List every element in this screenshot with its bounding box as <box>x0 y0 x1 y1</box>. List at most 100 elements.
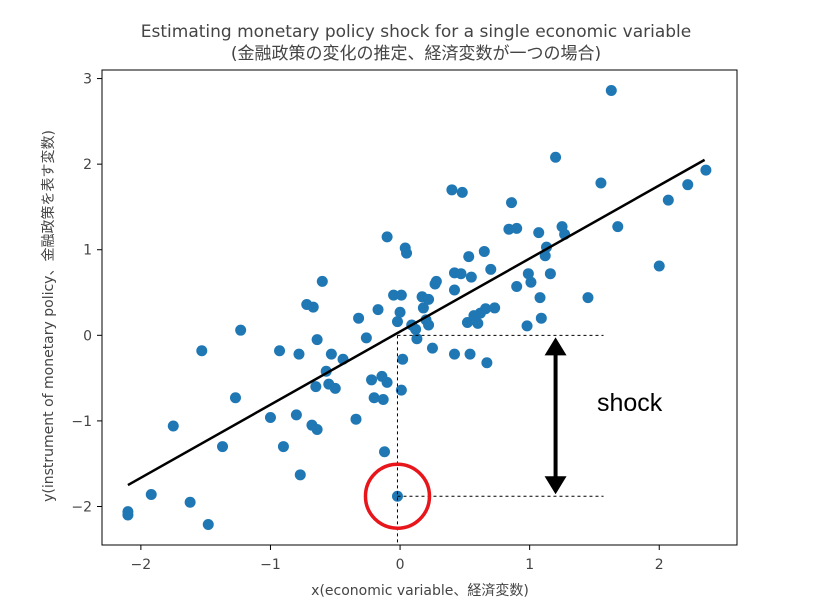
data-point <box>423 319 435 331</box>
data-point <box>448 284 460 296</box>
data-point <box>293 348 305 360</box>
data-point <box>535 312 547 324</box>
data-point <box>294 469 306 481</box>
data-point <box>426 342 438 354</box>
data-point <box>122 506 134 518</box>
data-point <box>167 420 179 432</box>
data-point <box>485 263 497 275</box>
data-point <box>481 357 493 369</box>
data-point <box>595 177 607 189</box>
data-point <box>307 301 319 313</box>
data-point <box>533 227 545 239</box>
data-point <box>525 276 537 288</box>
y-tick-label: −2 <box>71 499 92 515</box>
data-point <box>391 316 403 328</box>
x-tick-label: 0 <box>396 557 405 573</box>
data-point <box>464 348 476 360</box>
data-point <box>377 394 389 406</box>
shock-arrow-head-down <box>544 476 567 495</box>
data-point <box>235 324 247 336</box>
data-point <box>662 194 674 206</box>
data-point <box>368 392 380 404</box>
data-point <box>397 353 409 365</box>
data-point <box>511 222 523 234</box>
data-point <box>353 312 365 324</box>
data-point <box>582 292 594 304</box>
data-point <box>217 441 229 453</box>
data-point <box>310 381 322 393</box>
data-point <box>379 446 391 458</box>
x-tick-label: −1 <box>260 557 281 573</box>
y-tick-label: 3 <box>83 72 92 88</box>
data-point <box>612 221 624 233</box>
data-point <box>480 303 492 315</box>
data-point <box>461 316 473 328</box>
data-point <box>381 231 393 243</box>
x-tick-label: −2 <box>131 557 152 573</box>
x-axis-label: x(economic variable、経済変数) <box>311 582 529 599</box>
axes-frame <box>101 69 738 546</box>
y-tick-label: 1 <box>83 243 92 259</box>
data-point <box>360 332 372 344</box>
data-point <box>290 409 302 421</box>
data-point <box>401 247 413 259</box>
data-point <box>394 306 406 318</box>
data-point <box>605 85 617 97</box>
data-point <box>534 292 546 304</box>
data-point <box>311 334 323 346</box>
data-point <box>372 304 384 316</box>
axis-ticks: −2 −1 0 1 2 −2 −1 0 1 2 3 <box>71 72 663 573</box>
shock-annotation <box>363 334 604 545</box>
data-point <box>446 184 458 196</box>
data-point <box>448 348 460 360</box>
regression-line <box>127 158 706 487</box>
data-point <box>411 333 423 345</box>
data-point <box>417 302 429 314</box>
data-point <box>423 293 435 305</box>
data-point <box>653 260 665 272</box>
data-point <box>311 423 323 435</box>
data-point <box>325 348 337 360</box>
data-point <box>700 164 712 176</box>
data-point <box>506 197 518 209</box>
data-point <box>463 251 475 263</box>
data-point <box>395 289 407 301</box>
data-point <box>264 411 276 423</box>
data-point <box>196 345 208 357</box>
data-point <box>456 186 468 198</box>
data-point <box>184 496 196 508</box>
shock-label: shock <box>597 389 663 417</box>
data-point <box>550 151 562 163</box>
y-tick-label: 0 <box>83 328 92 344</box>
data-point <box>229 392 241 404</box>
data-point <box>381 376 393 388</box>
data-point <box>544 268 556 280</box>
data-point <box>539 250 551 262</box>
chart-title: Estimating monetary policy shock for a s… <box>141 22 691 42</box>
data-point <box>366 374 378 386</box>
data-point <box>202 518 214 530</box>
highlight-circle <box>363 462 432 530</box>
data-point <box>472 317 484 329</box>
data-point <box>521 320 533 332</box>
data-point <box>410 323 422 335</box>
data-point <box>430 275 442 287</box>
data-point <box>489 302 501 314</box>
x-tick-label: 1 <box>525 557 534 573</box>
y-tick-label: −1 <box>71 414 92 430</box>
y-axis-label: y(instrument of monetary policy、金融政策を表す変… <box>40 130 57 502</box>
data-point <box>329 382 341 394</box>
chart-subtitle: (金融政策の変化の推定、経済変数が一つの場合) <box>231 44 601 64</box>
data-point <box>522 268 534 280</box>
data-point <box>682 179 694 191</box>
data-point <box>316 275 328 287</box>
data-point <box>511 281 523 293</box>
data-point <box>274 345 286 357</box>
shock-arrow-head-up <box>544 337 567 356</box>
y-tick-label: 2 <box>83 157 92 173</box>
data-point <box>478 245 490 257</box>
data-point <box>145 489 157 501</box>
data-point <box>277 441 289 453</box>
data-point <box>465 271 477 283</box>
